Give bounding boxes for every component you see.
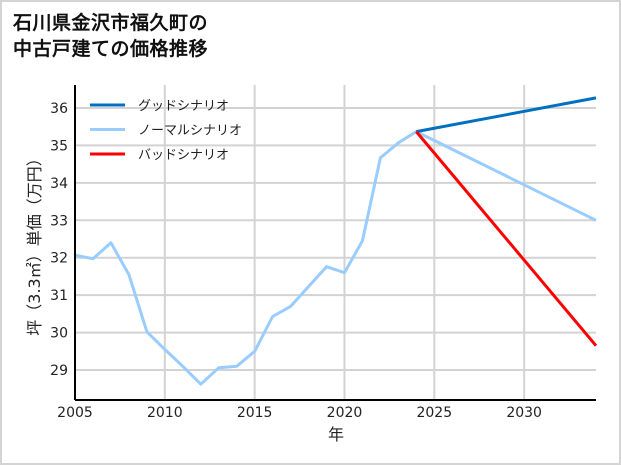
series-lines — [74, 96, 598, 386]
legend-label: グッドシナリオ — [138, 99, 229, 114]
y-tick-label: 36 — [50, 101, 68, 117]
x-tick-label: 2020 — [327, 405, 363, 421]
legend-label: バッドシナリオ — [138, 148, 229, 163]
legend-label: ノーマルシナリオ — [138, 124, 242, 139]
y-tick-label: 31 — [50, 288, 68, 304]
x-tick-label: 2005 — [57, 405, 93, 421]
tick-labels: 2005 2010 2015 2020 2025 2030 29 30 31 32 33 34 35 36 — [50, 101, 542, 421]
series-line — [74, 130, 597, 386]
x-tick-label: 2015 — [237, 405, 273, 421]
y-tick-label: 35 — [50, 138, 68, 154]
x-tick-label: 2030 — [506, 405, 542, 421]
y-tick-label: 30 — [50, 326, 68, 342]
chart-title-line1: 石川県金沢市福久町の — [13, 12, 209, 34]
series-line — [415, 130, 598, 347]
y-tick-label: 33 — [50, 213, 68, 229]
y-tick-label: 34 — [50, 176, 68, 192]
x-tick-label: 2010 — [147, 405, 183, 421]
chart-title-line2: 中古戸建ての価格推移 — [13, 38, 209, 60]
grid-lines — [74, 85, 596, 400]
chart-title: 石川県金沢市福久町の 中古戸建ての価格推移 — [13, 10, 208, 62]
y-tick-label: 32 — [50, 251, 68, 267]
axes — [74, 85, 596, 401]
x-axis-label: 年 — [328, 425, 344, 444]
y-axis-label: 坪（3.3㎡）単価（万円） — [25, 150, 44, 335]
series-line — [416, 96, 597, 134]
y-tick-label: 29 — [50, 363, 68, 379]
x-tick-label: 2025 — [416, 405, 452, 421]
